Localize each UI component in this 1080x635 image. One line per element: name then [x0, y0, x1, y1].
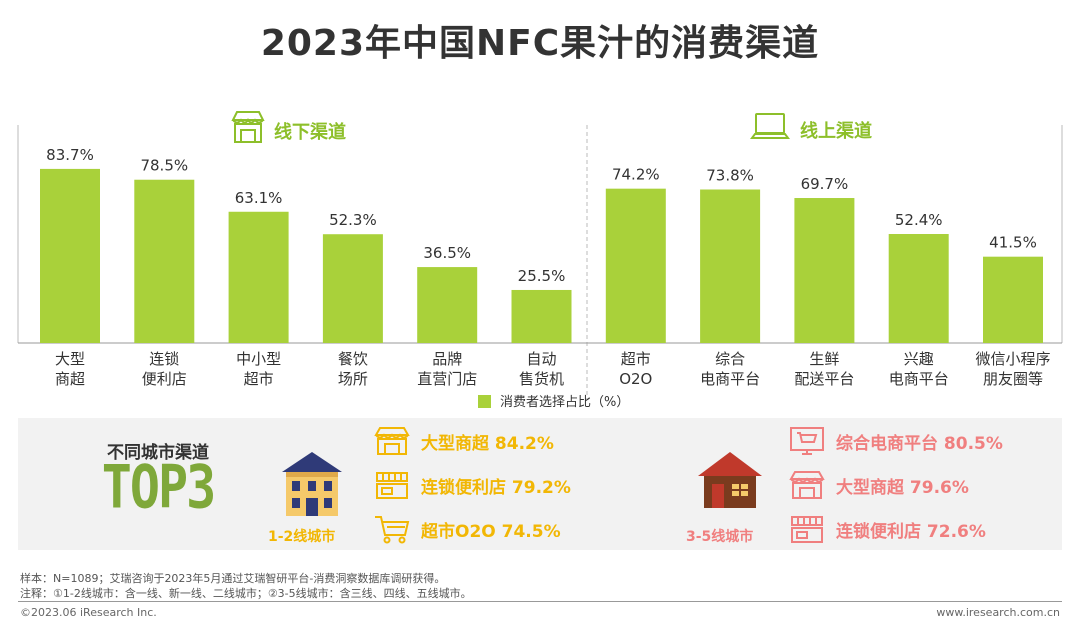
value-label-3: 52.3% [329, 211, 377, 229]
section-online: 线上渠道 [800, 120, 872, 142]
bar-2 [228, 211, 289, 343]
city-tier-panel: 不同城市渠道 TOP3 1-2线城市 大型商超 84.2% 连锁便利店 79.2… [18, 418, 1062, 550]
value-label-9: 52.4% [895, 211, 943, 229]
category-label-4-0: 品牌 [432, 350, 462, 368]
page-title: 2023年中国NFC果汁的消费渠道 [260, 23, 820, 64]
tier1-rank-2: 连锁便利店 79.2% [373, 470, 571, 500]
copyright: ©2023.06 iResearch Inc. [20, 606, 157, 619]
bar-10 [983, 256, 1043, 343]
bar-5 [511, 289, 572, 343]
bar-6 [605, 188, 666, 343]
tier1-rank-3: 超市O2O 74.5% [373, 514, 561, 544]
value-label-1: 78.5% [140, 157, 188, 175]
store-counter-icon [791, 516, 823, 543]
category-label-2-0: 中小型 [236, 350, 281, 368]
top3-label: TOP3 [101, 452, 216, 522]
bar-3 [322, 234, 383, 343]
value-label-5: 25.5% [518, 267, 566, 285]
category-label-10-0: 微信小程序 [975, 350, 1050, 368]
bar-0 [40, 168, 100, 343]
value-label-8: 69.7% [801, 175, 849, 193]
value-label-0: 83.7% [46, 146, 94, 164]
category-label-0-0: 大型 [55, 350, 85, 368]
site-url: www.iresearch.com.cn [936, 606, 1060, 619]
remark-note: 注释：①1-2线城市：含一线、新一线、二线城市；②3-5线城市：含三线、四线、五… [20, 587, 472, 600]
bar-1 [134, 179, 195, 343]
category-label-2-1: 超市 [244, 370, 274, 388]
tier2-rank-1: 综合电商平台 80.5% [788, 426, 1003, 456]
storefront-icon [789, 471, 825, 499]
category-label-1-0: 连锁 [149, 350, 179, 368]
storefront-icon [231, 111, 265, 143]
category-label-3-1: 场所 [338, 370, 368, 388]
category-label-8-1: 配送平台 [794, 370, 854, 388]
category-label-7-0: 综合 [715, 350, 745, 368]
city-building-icon [282, 452, 342, 516]
category-label-7-1: 电商平台 [700, 370, 760, 388]
category-label-5-1: 售货机 [519, 370, 564, 388]
value-label-10: 41.5% [989, 234, 1037, 252]
value-label-7: 73.8% [706, 166, 754, 184]
category-label-4-1: 直营门店 [417, 370, 477, 388]
bar-4 [417, 267, 478, 343]
category-label-10-1: 朋友圈等 [983, 370, 1043, 388]
footer-divider [18, 601, 1062, 602]
category-label-0-1: 商超 [55, 370, 85, 388]
section-offline: 线下渠道 [274, 121, 346, 143]
category-label-1-1: 便利店 [142, 370, 187, 388]
laptop-icon [750, 113, 790, 139]
tier2-label: 3-5线城市 [686, 529, 754, 545]
tier1-label: 1-2线城市 [268, 529, 336, 545]
online-cart-icon [790, 427, 824, 455]
sample-note: 样本：N=1089；艾瑞咨询于2023年5月通过艾瑞智研平台-消费洞察数据库调研… [20, 572, 446, 585]
bar-8 [794, 198, 855, 343]
city-panel-header: 不同城市渠道 [107, 443, 209, 463]
legend-label: 消费者选择占比（%） [500, 395, 629, 410]
legend-swatch [478, 395, 491, 408]
storefront-icon [374, 427, 410, 455]
category-label-5-0: 自动 [526, 350, 556, 368]
category-label-8-0: 生鲜 [809, 350, 839, 368]
value-label-2: 63.1% [235, 189, 283, 207]
tier1-rank-1: 大型商超 84.2% [373, 426, 554, 456]
category-label-9-1: 电商平台 [889, 370, 949, 388]
value-label-6: 74.2% [612, 166, 660, 184]
bar-7 [700, 189, 761, 343]
tier2-rank-2: 大型商超 79.6% [788, 470, 969, 500]
value-label-4: 36.5% [423, 244, 471, 262]
category-label-3-0: 餐饮 [338, 350, 368, 368]
tier2-rank-3: 连锁便利店 72.6% [788, 514, 986, 544]
store-counter-icon [376, 472, 408, 499]
category-label-6-0: 超市 [621, 350, 651, 368]
house-icon [698, 452, 762, 508]
category-label-9-0: 兴趣 [904, 350, 934, 368]
shopping-cart-icon [375, 516, 410, 544]
bar-9 [888, 234, 949, 343]
category-label-6-1: O2O [619, 370, 652, 388]
channel-bar-chart: 线下渠道 线上渠道 83.7%大型商超78.5%连锁便利店63.1%中小型超市5… [17, 111, 1063, 410]
